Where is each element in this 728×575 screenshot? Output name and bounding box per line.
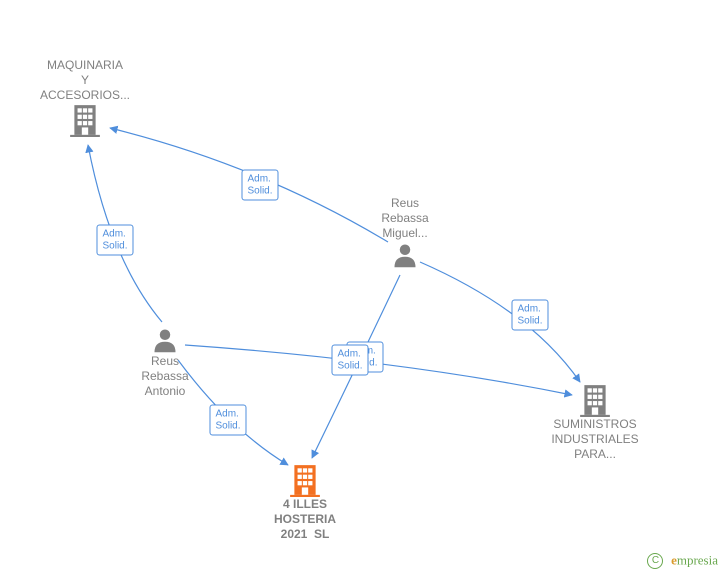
node-label: 4 ILLES HOSTERIA 2021 SL: [274, 497, 336, 542]
edge-label: Adm. Solid.: [241, 170, 278, 201]
network-canvas: MAQUINARIA Y ACCESORIOS... Reus Rebassa …: [0, 0, 728, 575]
node-label: Reus Rebassa Miguel...: [381, 196, 428, 241]
edge-label: Adm. Solid.: [511, 300, 548, 331]
node-suministros[interactable]: SUMINISTROS INDUSTRIALES PARA...: [551, 383, 638, 462]
edge-label: Adm. Solid.: [331, 345, 368, 376]
node-reus_miguel[interactable]: Reus Rebassa Miguel...: [381, 196, 428, 269]
node-illes[interactable]: 4 ILLES HOSTERIA 2021 SL: [274, 463, 336, 542]
edge-label: Adm. Solid.: [96, 225, 133, 256]
copyright-icon: C: [647, 553, 663, 569]
node-label: MAQUINARIA Y ACCESORIOS...: [40, 58, 130, 103]
brand-label: empresia: [671, 553, 718, 568]
watermark: C empresia: [647, 552, 718, 569]
node-label: Reus Rebassa Antonio: [141, 354, 188, 399]
edge-reus_miguel-suministros: [420, 262, 580, 382]
edge-label: Adm. Solid.: [209, 405, 246, 436]
node-maquinaria[interactable]: MAQUINARIA Y ACCESORIOS...: [40, 58, 130, 137]
node-label: SUMINISTROS INDUSTRIALES PARA...: [551, 417, 638, 462]
node-reus_antonio[interactable]: Reus Rebassa Antonio: [141, 326, 188, 399]
